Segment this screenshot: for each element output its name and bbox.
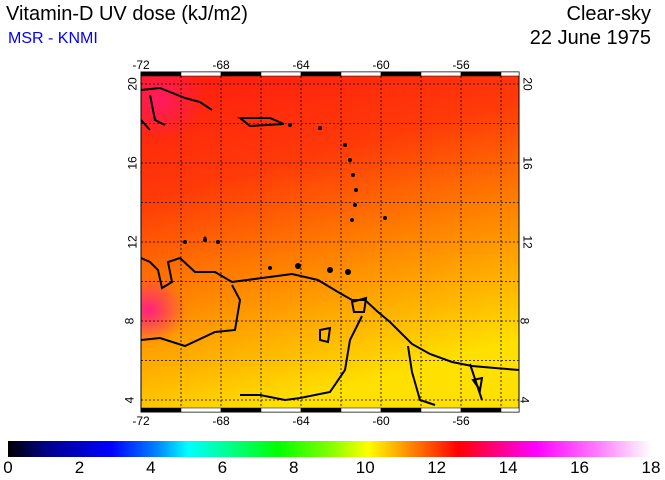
latitude-label: 8: [122, 317, 137, 325]
longitude-label: -60: [372, 58, 390, 72]
frame-band: [140, 71, 520, 413]
longitude-label: -56: [452, 414, 470, 428]
latitude-label: 4: [122, 396, 137, 404]
colorbar: [8, 441, 651, 457]
latitude-label: 12: [125, 235, 140, 249]
colorbar-label: 0: [3, 458, 13, 477]
source-label: MSR - KNMI: [8, 30, 98, 47]
longitude-label: -56: [452, 58, 470, 72]
colorbar-label: 12: [427, 458, 447, 477]
coastlines: [140, 86, 520, 406]
latitude-label: 20: [125, 77, 140, 91]
latitude-label: 12: [520, 235, 535, 249]
colorbar-label: 4: [146, 458, 156, 477]
longitude-label: -68: [212, 414, 230, 428]
longitude-label: -64: [292, 414, 310, 428]
colorbar-label: 14: [498, 458, 518, 477]
latitude-label: 16: [520, 156, 535, 170]
longitude-label: -64: [292, 58, 310, 72]
longitude-label: -72: [132, 58, 150, 72]
latitude-label: 16: [125, 156, 140, 170]
longitude-label: -72: [132, 414, 150, 428]
map-date: 22 June 1975: [529, 27, 651, 49]
longitude-label: -60: [372, 414, 390, 428]
colorbar-label: 2: [74, 458, 85, 477]
islands: [183, 123, 387, 275]
graticule: [141, 72, 519, 412]
sky-condition: Clear-sky: [566, 3, 651, 25]
colorbar-label: 18: [641, 458, 661, 477]
colorbar-label: 10: [355, 458, 375, 477]
map-title: Vitamin-D UV dose (kJ/m2): [6, 3, 248, 25]
colorbar-label: 8: [289, 458, 299, 477]
colorbar-label: 16: [570, 458, 590, 477]
colorbar-label: 6: [217, 458, 228, 477]
latitude-label: 20: [520, 77, 535, 91]
longitude-label: -68: [212, 58, 230, 72]
latitude-label: 4: [517, 396, 532, 404]
latitude-label: 8: [517, 317, 532, 325]
